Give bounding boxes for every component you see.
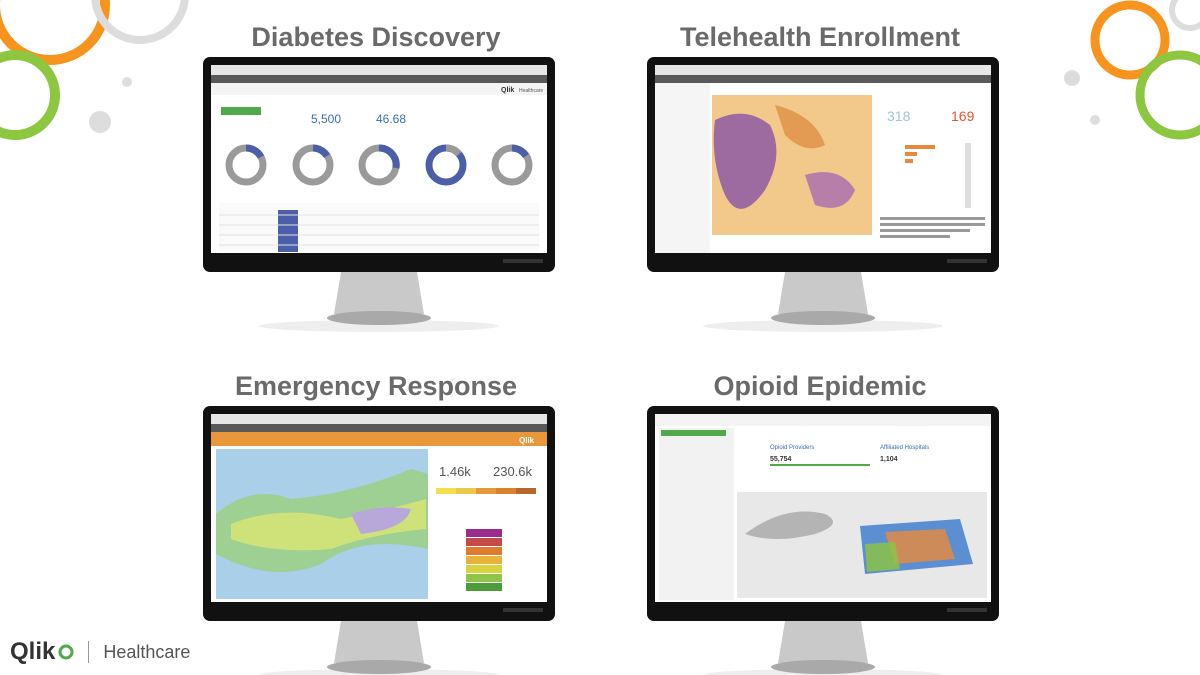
panel-title: Diabetes Discovery	[251, 22, 501, 52]
dashboard: Qlik 1.46k 230.6k	[211, 414, 547, 599]
ring	[1169, 0, 1200, 31]
monitor: 318 169	[647, 57, 999, 272]
search-result	[661, 430, 726, 436]
kpi: 46.68	[376, 112, 406, 126]
screen: Qlik 1.46k 230.6k	[211, 414, 547, 602]
legend-swatches	[466, 529, 502, 591]
progress	[770, 464, 870, 466]
dashboard: Qlik Healthcare 5,500 46.68	[211, 65, 547, 252]
selection-bar	[211, 424, 547, 432]
brand-logo: Qlik	[10, 638, 56, 665]
toolbar	[211, 414, 547, 424]
kpi: 5,500	[311, 112, 341, 126]
app-name: Healthcare	[519, 88, 543, 94]
text-lines	[880, 217, 985, 238]
ring	[0, 0, 110, 65]
monitor: Qlik 1.46k 230.6k	[203, 406, 555, 621]
brand: Qlik	[501, 87, 514, 94]
storm-core	[351, 507, 411, 534]
color-scale	[436, 488, 536, 494]
kpi: 318	[887, 108, 911, 124]
search-bar	[655, 414, 991, 426]
donut-row	[225, 144, 533, 186]
kpi: 1.46k	[439, 464, 471, 479]
bar	[965, 143, 971, 208]
screen: Opioid Providers Affiliated Hospitals 55…	[655, 414, 991, 602]
kpi: 169	[951, 108, 975, 124]
screen: 318 169	[655, 65, 991, 253]
ring	[91, 0, 189, 44]
sheet-header	[211, 83, 547, 95]
panel-title: Opioid Epidemic	[713, 371, 927, 401]
table	[219, 203, 539, 252]
screen: Qlik Healthcare 5,500 46.68	[211, 65, 547, 253]
ring	[1090, 0, 1170, 80]
logo-mark	[58, 644, 74, 660]
panel-title: Telehealth Enrollment	[679, 22, 961, 52]
kpi: 1,104	[880, 456, 898, 463]
ring	[1135, 50, 1200, 140]
monitor: Opioid Providers Affiliated Hospitals 55…	[647, 406, 999, 621]
map-region	[805, 172, 855, 208]
monitor: Qlik Healthcare 5,500 46.68	[203, 57, 555, 272]
state-region	[885, 529, 955, 564]
map-region	[775, 105, 825, 149]
filter	[221, 107, 261, 115]
sidebar	[659, 428, 734, 600]
dot	[1064, 70, 1080, 86]
kpi: 230.6k	[493, 464, 533, 479]
toolbar	[211, 65, 547, 75]
lake	[745, 511, 833, 539]
dot	[89, 111, 111, 133]
state-region	[865, 542, 900, 572]
brand: Qlik	[519, 436, 535, 445]
toolbar	[655, 65, 991, 75]
bar-chart	[905, 145, 935, 163]
dashboard: 318 169	[655, 65, 991, 253]
banner	[211, 432, 547, 446]
dot	[122, 77, 132, 87]
label: Affiliated Hospitals	[880, 445, 929, 451]
kpi: 55,754	[770, 456, 792, 463]
dot	[1090, 115, 1100, 125]
selection-bar	[655, 75, 991, 83]
map-region	[713, 113, 777, 209]
divider	[88, 641, 90, 663]
product-name: Healthcare	[103, 641, 191, 662]
dashboard: Opioid Providers Affiliated Hospitals 55…	[655, 414, 991, 600]
panel-title: Emergency Response	[234, 371, 518, 401]
filter-panel	[655, 83, 710, 253]
ring	[0, 50, 60, 140]
label: Opioid Providers	[770, 445, 814, 451]
footer: Qlik Healthcare	[10, 636, 190, 668]
selection-bar	[211, 75, 547, 83]
